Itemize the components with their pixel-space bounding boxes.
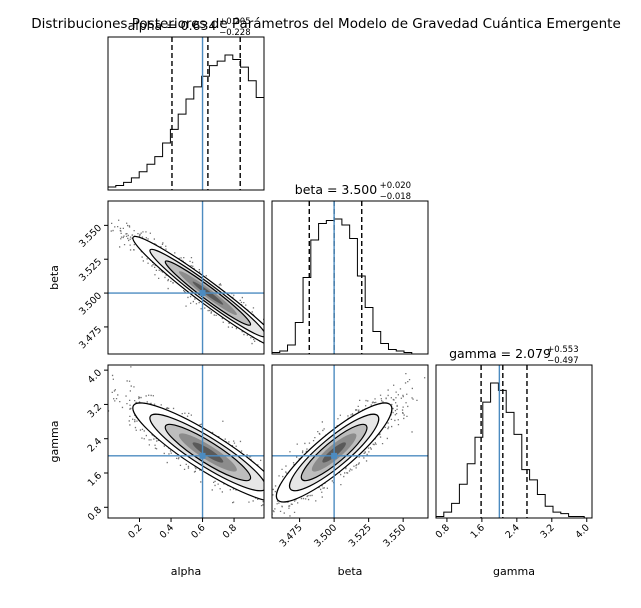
- contour-level-5: [192, 442, 224, 463]
- x-tick-label: 0.8: [221, 522, 239, 540]
- truth-marker: [199, 452, 206, 459]
- x-tick-label: 0.6: [189, 522, 207, 540]
- histogram-alpha: [108, 54, 264, 188]
- panel-border: [271, 364, 429, 519]
- scatter-content: [272, 365, 428, 518]
- truth-marker: [331, 452, 338, 459]
- panel-border: [107, 200, 265, 355]
- x-tick-label: 3.475: [278, 522, 305, 549]
- hist-title-minus: −0.497: [547, 356, 578, 366]
- hist-title-plus: +0.020: [380, 181, 411, 191]
- y-tick-label: 4.0: [86, 367, 104, 385]
- x-tick-label: 4.0: [573, 522, 591, 540]
- x-tick-label: 3.525: [347, 522, 374, 549]
- hist-title-plus: +0.553: [547, 345, 578, 355]
- y-axis-label-beta: beta: [48, 265, 61, 290]
- x-axis-label-beta: beta: [338, 565, 363, 578]
- panel-border: [107, 364, 265, 519]
- y-tick-label: 3.525: [77, 257, 104, 284]
- hist-title-minus: −0.228: [219, 28, 250, 38]
- panel-border: [435, 364, 593, 519]
- x-tick-label: 0.4: [158, 522, 176, 540]
- hist-title-minus: −0.018: [380, 192, 411, 202]
- x-tick-label: 0.8: [434, 522, 452, 540]
- y-tick-label: 0.8: [86, 505, 104, 523]
- panel-border: [107, 36, 265, 191]
- x-axis-label-alpha: alpha: [171, 565, 202, 578]
- y-tick-label: 3.475: [77, 324, 104, 351]
- x-tick-label: 0.2: [126, 522, 144, 540]
- scatter-content: [108, 201, 264, 354]
- hist-title-alpha: alpha = 0.634: [128, 18, 217, 33]
- hist-title-plus: +0.205: [219, 17, 250, 27]
- x-tick-label: 3.500: [312, 522, 339, 549]
- y-tick-label: 2.4: [86, 436, 104, 454]
- scatter-panel-alpha-beta: [107, 200, 265, 355]
- scatter-panel-alpha-gamma: [107, 364, 265, 519]
- y-tick-label: 3.2: [86, 402, 104, 420]
- histogram-beta: [272, 218, 428, 354]
- scatter-panel-beta-gamma: [271, 364, 429, 519]
- hist-title-gamma: gamma = 2.079: [449, 346, 551, 361]
- histogram-gamma: [436, 382, 592, 518]
- y-tick-label: 1.6: [86, 470, 104, 488]
- x-tick-label: 1.6: [469, 522, 487, 540]
- hist-panel-gamma: gamma = 2.079+0.553−0.497: [435, 345, 593, 519]
- scatter-content: [108, 365, 264, 518]
- figure-title: Distribuciones Posteriores de Parámetros…: [31, 16, 621, 32]
- hist-title-beta: beta = 3.500: [295, 182, 377, 197]
- x-tick-label: 3.2: [538, 522, 556, 540]
- x-tick-label: 2.4: [503, 522, 521, 540]
- hist-panel-beta: beta = 3.500 +0.020−0.018: [271, 181, 429, 355]
- y-tick-label: 3.550: [77, 223, 104, 250]
- y-axis-label-gamma: gamma: [48, 421, 61, 463]
- truth-marker: [199, 290, 206, 297]
- panel-border: [271, 200, 429, 355]
- y-tick-label: 3.500: [77, 290, 104, 317]
- x-axis-label-gamma: gamma: [493, 565, 535, 578]
- hist-panel-alpha: alpha = 0.634 +0.205−0.228: [107, 17, 265, 191]
- x-tick-label: 3.550: [381, 522, 408, 549]
